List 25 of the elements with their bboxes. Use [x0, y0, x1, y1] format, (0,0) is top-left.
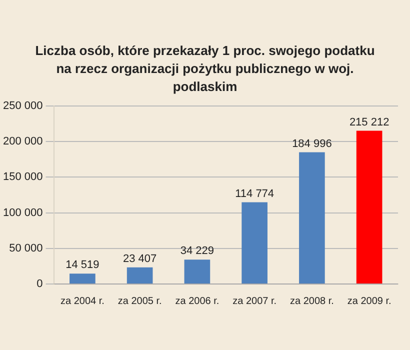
y-tick-label: 100 000 — [2, 206, 43, 219]
data-label: 34 229 — [180, 245, 214, 258]
x-tick-label: za 2009 r. — [347, 296, 392, 307]
bar — [184, 260, 210, 284]
bar — [242, 202, 268, 284]
y-tick-label: 150 000 — [2, 171, 43, 184]
bar — [356, 130, 382, 284]
x-tick-label: za 2006 r. — [175, 296, 220, 307]
x-tick-label: za 2005 r. — [118, 296, 162, 307]
bar — [299, 152, 325, 284]
bar — [126, 267, 153, 284]
data-label: 215 212 — [349, 116, 390, 128]
data-label: 23 407 — [122, 252, 157, 265]
x-tick-label: za 2004 r. — [60, 296, 104, 307]
x-tick-label: za 2008 r. — [290, 296, 334, 307]
chart-title: Liczba osób, które przekazały 1 proc. swojego podatku na rzecz organizacji pożytku publicznego w woj. podlaskim — [34, 42, 376, 96]
y-tick-label: 50 000 — [9, 242, 43, 254]
x-tick-label: za 2007 r. — [232, 296, 277, 307]
y-tick-label: 200 000 — [2, 136, 43, 148]
data-label: 114 774 — [235, 188, 274, 200]
data-label: 14 519 — [66, 259, 100, 272]
data-label: 184 996 — [292, 138, 332, 150]
bar — [70, 274, 96, 284]
y-tick-label: 250 000 — [2, 100, 43, 112]
y-tick-label: 0 — [36, 278, 43, 290]
